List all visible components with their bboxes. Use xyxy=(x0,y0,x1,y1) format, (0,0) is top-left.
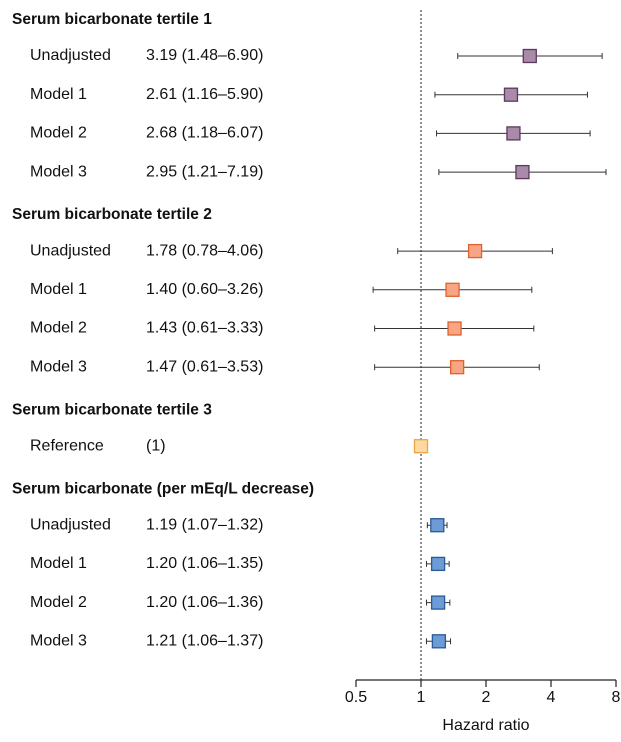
estimate-marker xyxy=(430,556,446,572)
group-title: Serum bicarbonate tertile 3 xyxy=(12,401,212,418)
row-label: Unadjusted xyxy=(30,242,111,259)
row-estimate: 1.43 (0.61–3.33) xyxy=(146,320,263,337)
row-estimate: 1.20 (1.06–1.35) xyxy=(146,555,263,572)
estimate-marker xyxy=(515,164,530,180)
row-label: Unadjusted xyxy=(30,47,111,64)
estimate-marker xyxy=(506,126,521,141)
x-tick-label: 0.5 xyxy=(345,689,367,706)
group-title: Serum bicarbonate (per mEq/L decrease) xyxy=(12,480,314,497)
row-estimate: 3.19 (1.48–6.90) xyxy=(146,47,263,64)
row-estimate: 1.20 (1.06–1.36) xyxy=(146,594,263,611)
row-label: Model 3 xyxy=(30,358,87,375)
group-title: Serum bicarbonate tertile 1 xyxy=(12,11,212,28)
estimate-marker xyxy=(413,439,429,454)
x-tick-label: 4 xyxy=(547,689,556,706)
row-estimate: 2.61 (1.16–5.90) xyxy=(146,86,263,103)
estimate-marker xyxy=(449,360,465,375)
row-label: Model 1 xyxy=(30,86,87,103)
row-label: Model 3 xyxy=(30,633,87,650)
row-estimate: 1.78 (0.78–4.06) xyxy=(146,242,263,259)
x-tick-label: 2 xyxy=(482,689,491,706)
estimate-marker xyxy=(467,243,483,259)
row-estimate: 1.19 (1.07–1.32) xyxy=(146,516,263,533)
row-estimate: 2.95 (1.21–7.19) xyxy=(146,163,263,180)
row-label: Model 3 xyxy=(30,163,87,180)
estimate-marker xyxy=(447,321,462,336)
x-axis-label: Hazard ratio xyxy=(442,717,529,734)
row-estimate: 1.40 (0.60–3.26) xyxy=(146,281,263,298)
row-estimate: 2.68 (1.18–6.07) xyxy=(146,125,263,142)
estimate-marker xyxy=(503,87,519,102)
group-title: Serum bicarbonate tertile 2 xyxy=(12,206,212,223)
row-label: Model 2 xyxy=(30,594,87,611)
row-label: Model 2 xyxy=(30,320,87,337)
row-estimate: 1.21 (1.06–1.37) xyxy=(146,633,263,650)
estimate-marker xyxy=(430,518,445,533)
x-tick-label: 1 xyxy=(417,689,426,706)
row-label: Model 1 xyxy=(30,555,87,572)
row-estimate: (1) xyxy=(146,437,166,454)
estimate-marker xyxy=(522,48,537,64)
estimate-marker xyxy=(431,634,447,649)
x-tick-label: 8 xyxy=(612,689,621,706)
row-label: Model 1 xyxy=(30,281,87,298)
estimate-marker xyxy=(445,282,460,297)
row-estimate: 1.47 (0.61–3.53) xyxy=(146,358,263,375)
row-label: Unadjusted xyxy=(30,516,111,533)
estimate-marker xyxy=(430,595,446,610)
row-label: Reference xyxy=(30,437,104,454)
row-label: Model 2 xyxy=(30,125,87,142)
